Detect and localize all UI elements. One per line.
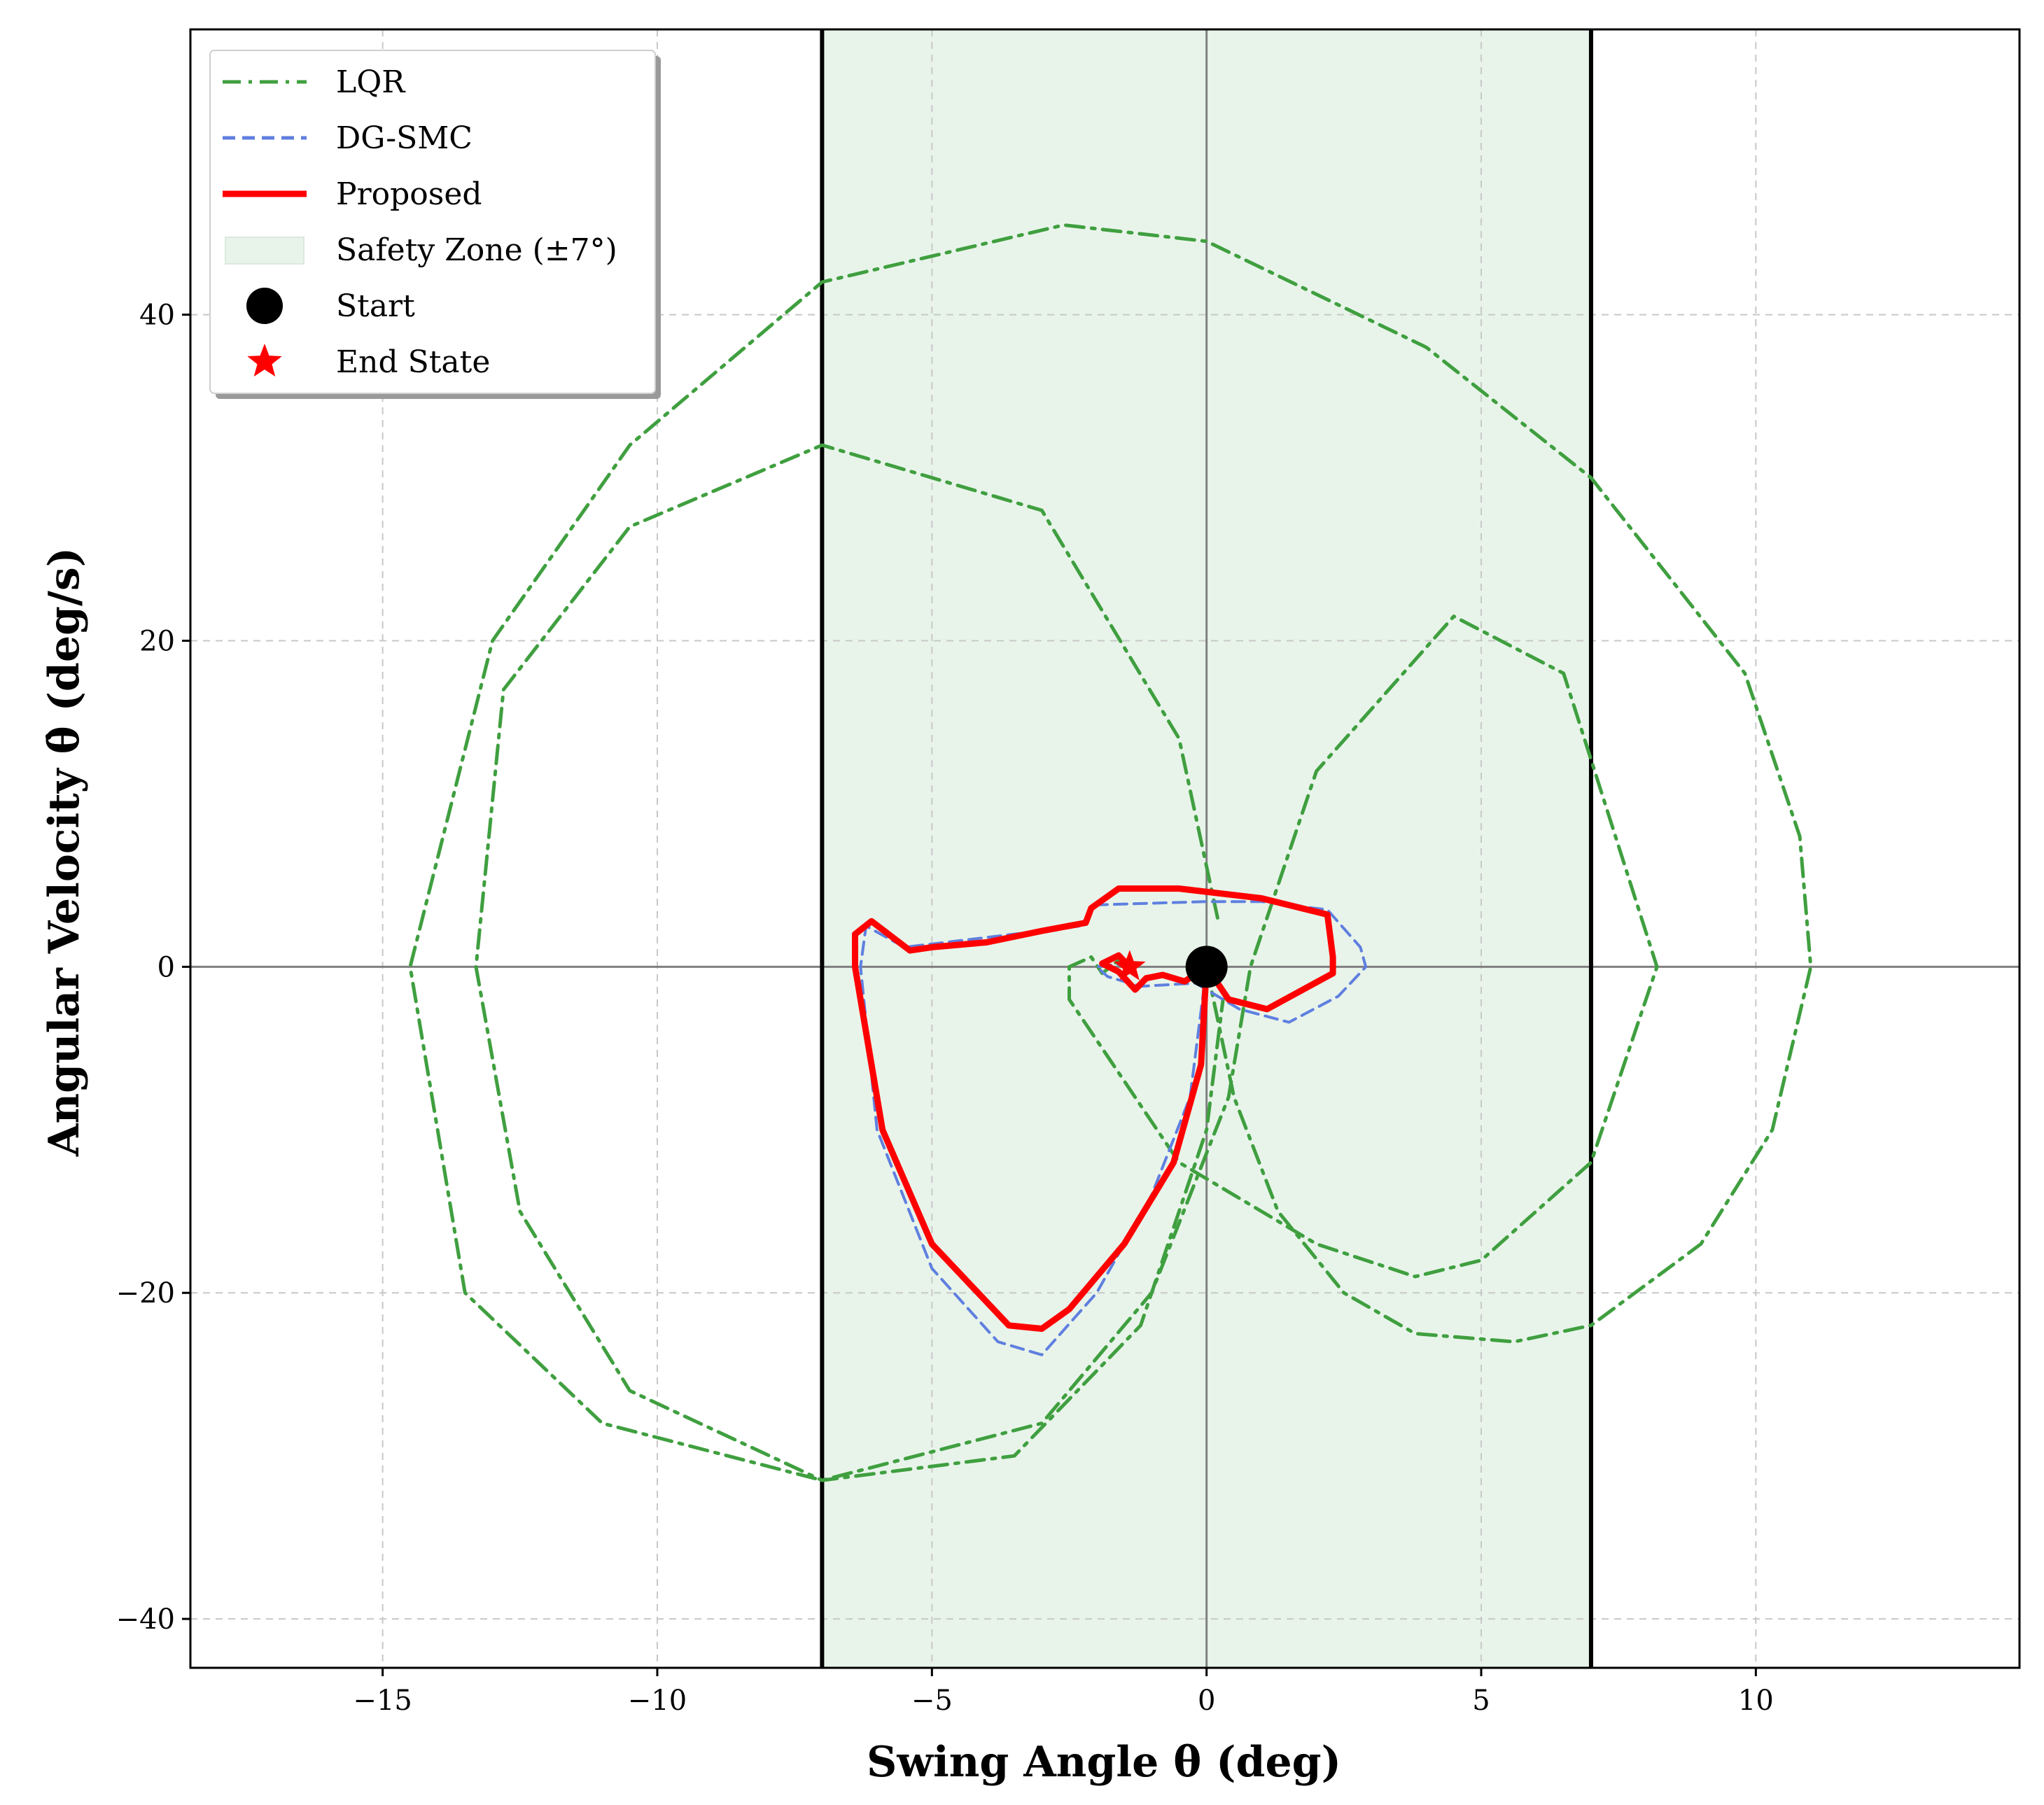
x-tick-label: 5	[1472, 1685, 1490, 1717]
series-line	[852, 885, 1336, 1332]
legend-box	[209, 50, 656, 394]
x-axis-title: Swing Angle θ (deg)	[867, 1738, 1341, 1787]
legend: LQR DG-SMC Proposed Safety Zone (±7°) Start E…	[209, 50, 661, 399]
plot-frame	[189, 28, 2021, 1669]
y-axis-title: Angular Velocity θ̇ (deg/s)	[40, 547, 89, 1157]
legend-label: DG-SMC	[336, 120, 472, 156]
legend-label: End State	[336, 344, 490, 380]
x-tick-label: 10	[1738, 1685, 1774, 1717]
legend-swatch-star	[247, 344, 282, 377]
y-tick-label: 40	[139, 300, 175, 332]
y-tick-label: 0	[158, 951, 175, 983]
end-state-marker	[1114, 950, 1146, 981]
legend-label: LQR	[336, 64, 406, 100]
start-marker	[1185, 946, 1228, 988]
y-tick-label: −20	[116, 1277, 175, 1309]
x-tick-label: 0	[1198, 1685, 1215, 1717]
legend-swatch-circle	[246, 288, 283, 324]
legend-swatch-patch	[225, 237, 304, 265]
y-tick-label: −40	[116, 1603, 175, 1636]
legend-label: Proposed	[336, 176, 482, 212]
x-tick-label: −15	[353, 1685, 412, 1717]
x-tick-label: −10	[628, 1685, 687, 1717]
series-line	[474, 443, 1225, 1482]
x-tick-label: −5	[911, 1685, 953, 1717]
plot-area: −15 −10 −5 0 5 10 −40 −20 0 20 40	[116, 28, 2021, 1717]
series-line	[408, 223, 1813, 1482]
legend-label: Start	[336, 288, 415, 324]
legend-label: Safety Zone (±7°)	[336, 232, 617, 268]
y-tick-label: 20	[139, 626, 175, 658]
